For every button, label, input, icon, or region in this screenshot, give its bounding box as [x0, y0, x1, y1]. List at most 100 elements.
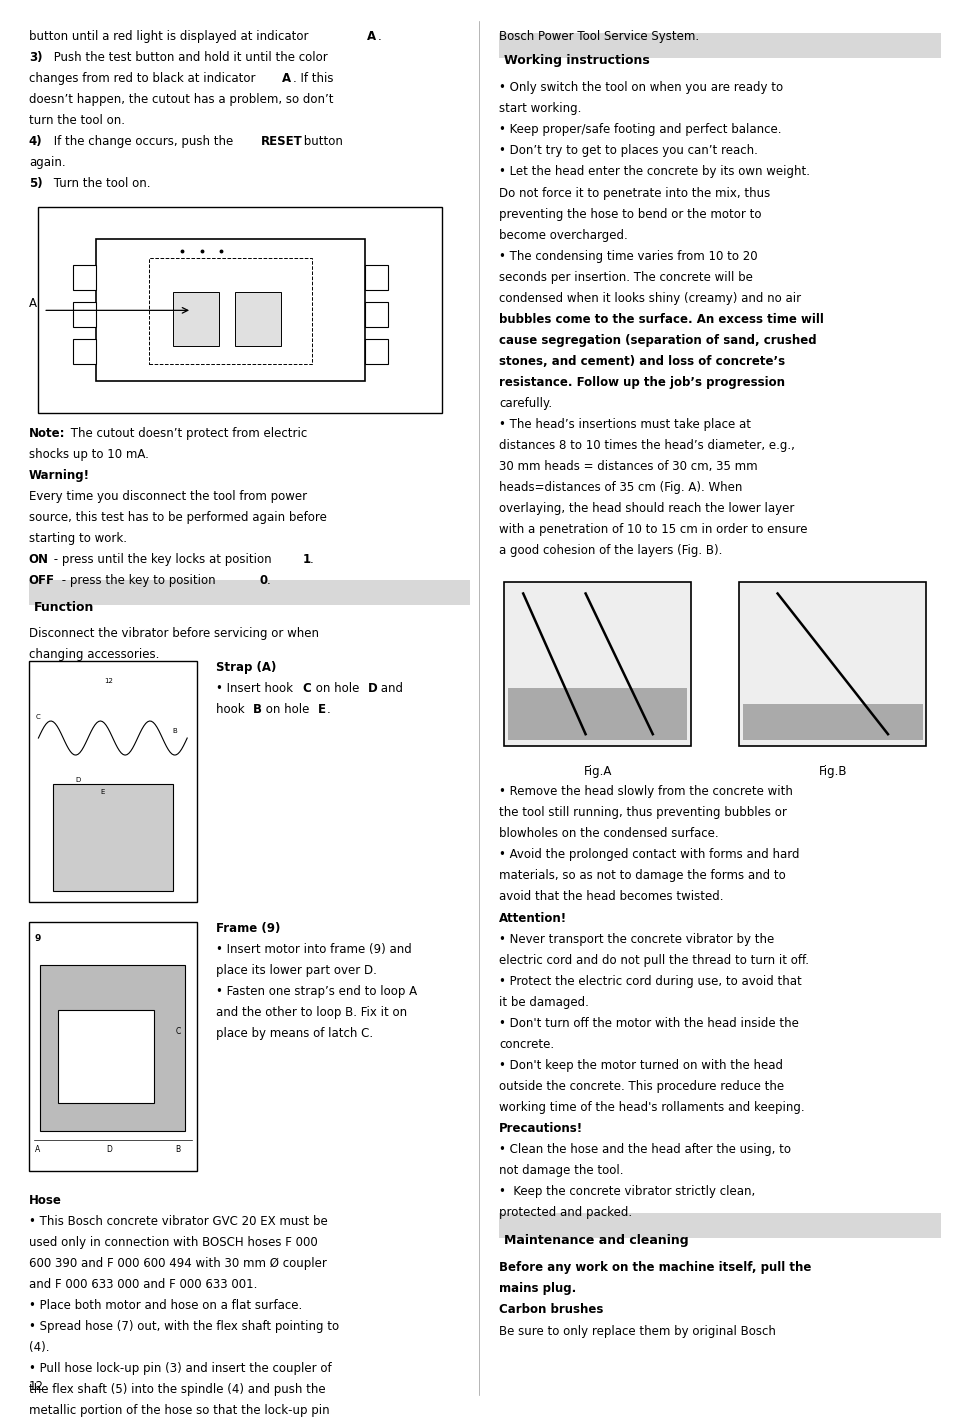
Text: used only in connection with BOSCH hoses F 000: used only in connection with BOSCH hoses…: [29, 1236, 318, 1249]
Text: B: B: [173, 729, 178, 735]
Text: and the other to loop B. Fix it on: and the other to loop B. Fix it on: [216, 1006, 407, 1019]
Text: Function: Function: [34, 601, 94, 614]
Text: on hole: on hole: [312, 682, 363, 695]
Text: metallic portion of the hose so that the lock-up pin: metallic portion of the hose so that the…: [29, 1404, 329, 1417]
Text: 4): 4): [29, 135, 42, 148]
Text: place its lower part over D.: place its lower part over D.: [216, 965, 377, 978]
Text: working time of the head's rollaments and keeping.: working time of the head's rollaments an…: [499, 1101, 804, 1114]
Text: D: D: [368, 682, 377, 695]
Text: the tool still running, thus preventing bubbles or: the tool still running, thus preventing …: [499, 806, 787, 820]
Text: preventing the hose to bend or the motor to: preventing the hose to bend or the motor…: [499, 207, 761, 220]
Text: 12: 12: [29, 1380, 44, 1393]
Text: Disconnect the vibrator before servicing or when: Disconnect the vibrator before servicing…: [29, 627, 319, 639]
Text: • Don't keep the motor turned on with the head: • Don't keep the motor turned on with th…: [499, 1059, 783, 1071]
Text: • Let the head enter the concrete by its own weight.: • Let the head enter the concrete by its…: [499, 165, 810, 179]
Text: stones, and cement) and loss of concrete’s: stones, and cement) and loss of concrete…: [499, 355, 785, 368]
Text: Hose: Hose: [29, 1194, 61, 1206]
Text: Before any work on the machine itself, pull the: Before any work on the machine itself, p…: [499, 1262, 811, 1275]
Text: 9: 9: [35, 934, 41, 942]
Text: • Only switch the tool on when you are ready to: • Only switch the tool on when you are r…: [499, 81, 783, 94]
Text: Frame (9): Frame (9): [216, 922, 280, 935]
Text: - press until the key locks at position: - press until the key locks at position: [50, 553, 276, 566]
Text: 600 390 and F 000 600 494 with 30 mm Ø coupler: 600 390 and F 000 600 494 with 30 mm Ø c…: [29, 1256, 326, 1270]
Text: condensed when it looks shiny (creamy) and no air: condensed when it looks shiny (creamy) a…: [499, 291, 802, 304]
Text: it be damaged.: it be damaged.: [499, 996, 589, 1009]
Bar: [58, 1010, 154, 1103]
Text: • Insert motor into frame (9) and: • Insert motor into frame (9) and: [216, 944, 412, 956]
Text: • Remove the head slowly from the concrete with: • Remove the head slowly from the concre…: [499, 786, 793, 799]
Text: turn the tool on.: turn the tool on.: [29, 114, 125, 126]
Text: Attention!: Attention!: [499, 911, 567, 925]
Text: C: C: [36, 713, 40, 720]
Text: shocks up to 10 mA.: shocks up to 10 mA.: [29, 448, 149, 460]
Bar: [149, 257, 312, 364]
Text: outside the concrete. This procedure reduce the: outside the concrete. This procedure red…: [499, 1080, 784, 1093]
Text: •  Keep the concrete vibrator strictly clean,: • Keep the concrete vibrator strictly cl…: [499, 1185, 756, 1198]
Bar: [73, 264, 96, 290]
Text: Fig.A: Fig.A: [584, 766, 612, 779]
Bar: [173, 291, 219, 345]
Text: start working.: start working.: [499, 102, 582, 115]
Text: .: .: [310, 553, 314, 566]
Text: 12: 12: [105, 678, 113, 684]
Text: Warning!: Warning!: [29, 469, 90, 482]
Text: • Don’t try to get to places you can’t reach.: • Don’t try to get to places you can’t r…: [499, 145, 758, 158]
Text: Carbon brushes: Carbon brushes: [499, 1303, 604, 1316]
Text: seconds per insertion. The concrete will be: seconds per insertion. The concrete will…: [499, 270, 753, 284]
Text: hook: hook: [216, 703, 249, 716]
Text: Strap (A): Strap (A): [216, 661, 276, 674]
Bar: [743, 703, 923, 740]
Text: . If this: . If this: [293, 72, 333, 85]
Text: a good cohesion of the layers (Fig. B).: a good cohesion of the layers (Fig. B).: [499, 544, 723, 557]
Text: • Place both motor and hose on a flat surface.: • Place both motor and hose on a flat su…: [29, 1299, 302, 1312]
Text: C: C: [302, 682, 311, 695]
Text: A: A: [282, 72, 292, 85]
Bar: [499, 33, 941, 58]
Text: bubbles come to the surface. An excess time will: bubbles come to the surface. An excess t…: [499, 313, 824, 325]
Text: Bosch Power Tool Service System.: Bosch Power Tool Service System.: [499, 30, 699, 43]
Text: D: D: [106, 1145, 112, 1154]
Bar: [96, 239, 365, 381]
Text: electric cord and do not pull the thread to turn it off.: electric cord and do not pull the thread…: [499, 953, 809, 966]
Text: with a penetration of 10 to 15 cm in order to ensure: with a penetration of 10 to 15 cm in ord…: [499, 523, 807, 536]
Text: • Never transport the concrete vibrator by the: • Never transport the concrete vibrator …: [499, 932, 775, 945]
Text: source, this test has to be performed again before: source, this test has to be performed ag…: [29, 512, 326, 524]
Text: • Keep proper/safe footing and perfect balance.: • Keep proper/safe footing and perfect b…: [499, 124, 781, 136]
Bar: [365, 264, 388, 290]
Bar: [29, 661, 197, 902]
Bar: [739, 583, 926, 746]
Text: The cutout doesn’t protect from electric: The cutout doesn’t protect from electric: [67, 426, 307, 441]
Text: • Pull hose lock-up pin (3) and insert the coupler of: • Pull hose lock-up pin (3) and insert t…: [29, 1361, 331, 1376]
Text: Maintenance and cleaning: Maintenance and cleaning: [504, 1233, 688, 1248]
Text: not damage the tool.: not damage the tool.: [499, 1164, 624, 1177]
Bar: [499, 1214, 941, 1238]
Text: A: A: [367, 30, 376, 43]
Text: again.: again.: [29, 156, 65, 169]
Text: If the change occurs, push the: If the change occurs, push the: [50, 135, 237, 148]
Text: • Don't turn off the motor with the head inside the: • Don't turn off the motor with the head…: [499, 1016, 799, 1030]
Bar: [38, 206, 442, 412]
Text: (4).: (4).: [29, 1341, 49, 1354]
Text: D: D: [75, 777, 80, 783]
Text: Note:: Note:: [29, 426, 65, 441]
Text: distances 8 to 10 times the head’s diameter, e.g.,: distances 8 to 10 times the head’s diame…: [499, 439, 795, 452]
Text: mains plug.: mains plug.: [499, 1283, 576, 1296]
Text: 3): 3): [29, 51, 42, 64]
Bar: [508, 688, 687, 740]
Text: changes from red to black at indicator: changes from red to black at indicator: [29, 72, 259, 85]
Text: place by means of latch C.: place by means of latch C.: [216, 1027, 373, 1040]
Text: .: .: [326, 703, 330, 716]
Text: OFF: OFF: [29, 574, 55, 587]
Text: resistance. Follow up the job’s progression: resistance. Follow up the job’s progress…: [499, 375, 785, 389]
Text: E: E: [318, 703, 325, 716]
Text: C: C: [176, 1026, 180, 1036]
Text: 1: 1: [302, 553, 310, 566]
Text: • Spread hose (7) out, with the flex shaft pointing to: • Spread hose (7) out, with the flex sha…: [29, 1320, 339, 1333]
Text: Be sure to only replace them by original Bosch: Be sure to only replace them by original…: [499, 1324, 776, 1337]
Text: • Protect the electric cord during use, to avoid that: • Protect the electric cord during use, …: [499, 975, 802, 988]
Text: • Avoid the prolonged contact with forms and hard: • Avoid the prolonged contact with forms…: [499, 848, 800, 861]
Text: protected and packed.: protected and packed.: [499, 1206, 633, 1219]
Text: cause segregation (separation of sand, crushed: cause segregation (separation of sand, c…: [499, 334, 817, 347]
Text: heads=distances of 35 cm (Fig. A). When: heads=distances of 35 cm (Fig. A). When: [499, 480, 743, 495]
Text: E: E: [101, 789, 106, 794]
